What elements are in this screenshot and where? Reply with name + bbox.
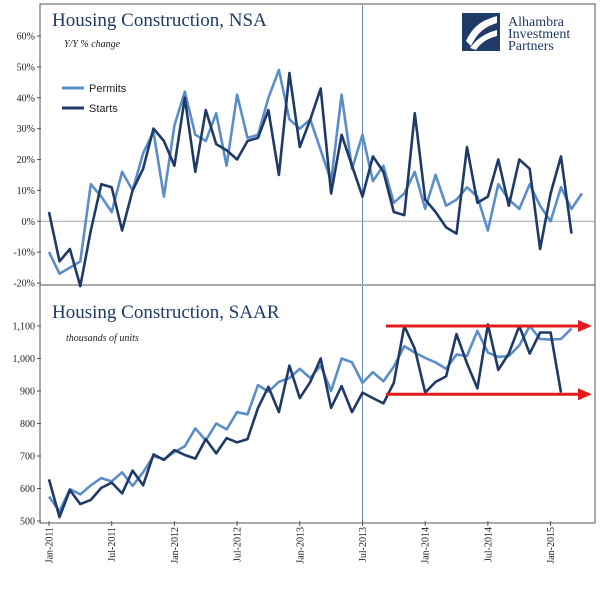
x-tick-label: Jan-2011 bbox=[45, 527, 56, 563]
bottom-y-tick-label: 600 bbox=[20, 484, 35, 495]
bottom-y-tick-label: 500 bbox=[20, 517, 35, 528]
bottom-y-tick-label: 800 bbox=[20, 419, 35, 430]
x-tick-label: Jul-2011 bbox=[107, 527, 118, 562]
bottom-y-tick-label: 700 bbox=[20, 452, 35, 463]
legend-label-permits: Permits bbox=[89, 83, 127, 95]
bottom-y-tick-label: 1,000 bbox=[13, 354, 36, 365]
top-series-permits-line bbox=[47, 68, 583, 276]
top-y-tick-label: 10% bbox=[17, 186, 35, 197]
top-y-tick-label: 0% bbox=[22, 217, 35, 228]
x-tick-label: Jul-2014 bbox=[483, 527, 494, 562]
top-series-starts-line bbox=[47, 71, 573, 288]
alhambra-logo-icon bbox=[462, 13, 500, 51]
brand-line-2: Investment bbox=[508, 27, 570, 42]
chart-marks: -20% -10% 0% 10% 20% 30% 40% 50% 60% 500 600 700 800… bbox=[13, 5, 595, 564]
reference-arrowhead-low bbox=[578, 388, 592, 401]
bottom-y-tick-label: 900 bbox=[20, 387, 35, 398]
bottom-chart-title: Housing Construction, SAAR bbox=[52, 302, 280, 323]
bottom-y-unit-note: thousands of units bbox=[66, 333, 139, 344]
x-tick-label: Jan-2014 bbox=[421, 527, 432, 564]
x-tick-label: Jul-2013 bbox=[358, 527, 369, 562]
brand-line-1: Alhambra bbox=[508, 15, 565, 30]
top-y-tick-label: 30% bbox=[17, 124, 35, 135]
reference-arrowhead-high bbox=[578, 320, 592, 332]
top-chart-title: Housing Construction, NSA bbox=[52, 10, 267, 31]
x-tick-label: Jan-2013 bbox=[295, 527, 306, 564]
x-tick-label: Jul-2012 bbox=[233, 527, 244, 562]
x-tick-label: Jan-2012 bbox=[170, 527, 181, 564]
top-y-tick-label: -10% bbox=[13, 248, 35, 259]
bottom-panel-frame bbox=[39, 284, 596, 524]
top-y-tick-label: -20% bbox=[13, 279, 35, 290]
legend-label-starts: Starts bbox=[89, 103, 118, 115]
brand-line-3: Partners bbox=[508, 39, 554, 54]
top-y-tick-label: 50% bbox=[17, 62, 35, 73]
bottom-series-starts-line bbox=[47, 323, 563, 519]
bottom-y-tick-label: 1,100 bbox=[13, 322, 36, 333]
x-tick-label: Jan-2015 bbox=[546, 527, 557, 564]
top-y-unit-note: Y/Y % change bbox=[64, 39, 121, 50]
top-y-tick-label: 40% bbox=[17, 93, 35, 104]
top-y-tick-label: 60% bbox=[17, 32, 35, 43]
top-y-tick-label: 20% bbox=[17, 155, 35, 166]
